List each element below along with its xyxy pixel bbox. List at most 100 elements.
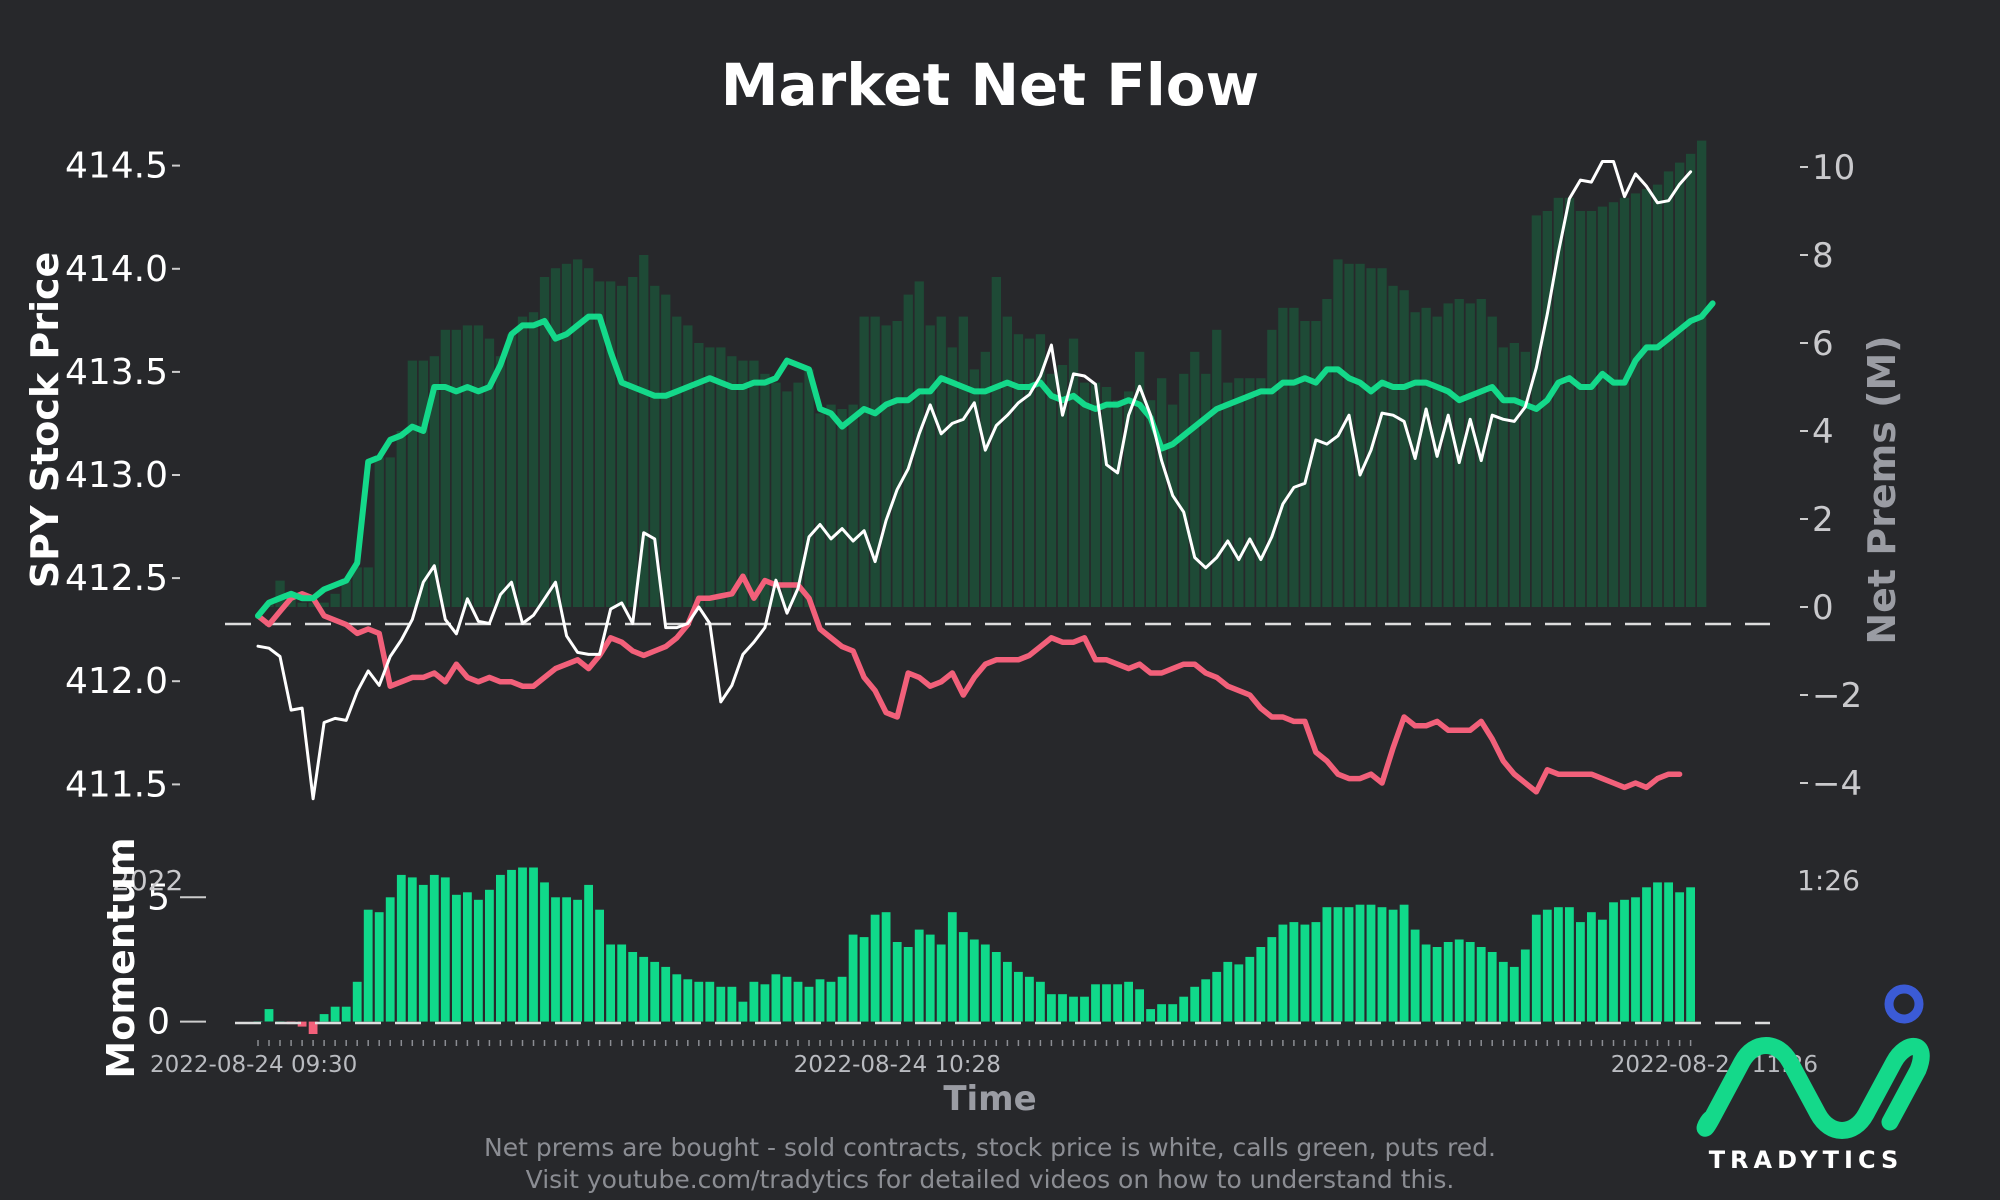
momentum-bar [374,912,384,1022]
net-prems-bar [517,316,528,607]
net-prems-bar [1487,316,1497,607]
net-prems-bar [672,316,682,607]
momentum-bar [1091,984,1100,1022]
net-prems-bar [429,356,439,607]
net-prems-bar [771,382,781,607]
chart-title: Market Net Flow [721,51,1259,119]
net-prems-bar [1586,211,1597,607]
momentum-bar [914,929,924,1022]
momentum-bar [639,956,649,1022]
net-prems-bar [1267,329,1277,607]
momentum-bar [1014,971,1023,1022]
x-minor-ticks [257,1040,1692,1046]
momentum-bar [1179,996,1189,1022]
net-prems-bar [1366,268,1376,607]
net-prems-bar [595,281,605,607]
momentum-bar [1377,907,1387,1022]
momentum-bar [496,874,505,1022]
net-prems-tick-label: 4 [1812,412,1834,452]
momentum-bar [308,1021,318,1034]
momentum-bar [463,892,472,1022]
net-prems-bar [826,404,836,607]
net-prems-bar [1465,303,1475,607]
momentum-bar [1190,986,1200,1022]
net-prems-bar [1002,316,1012,607]
momentum-bar [1135,989,1144,1022]
net-prems-bar [1388,285,1398,607]
momentum-bar [1498,961,1508,1022]
momentum-bar [1587,912,1596,1022]
net-prems-tick-label: 10 [1812,148,1855,188]
momentum-bar [1234,964,1244,1022]
net-prems-tick-label: −2 [1812,676,1862,716]
momentum-bar [661,966,671,1022]
net-prems-bar [793,382,803,607]
momentum-bar [1344,907,1354,1022]
net-prems-bar [694,343,704,607]
net-prems-bar [1311,321,1321,607]
momentum-bar [363,909,373,1022]
momentum-bar [628,952,638,1022]
momentum-bar [859,937,869,1022]
net-prems-bar [319,602,329,607]
net-prems-tick-label: 0 [1812,588,1834,628]
momentum-bar [396,874,406,1022]
momentum-bar [672,974,682,1022]
net-prems-bar [617,285,627,607]
momentum-bar [1355,904,1365,1022]
net-prems-bar [1068,338,1079,607]
momentum-bar [1531,914,1541,1022]
momentum-bar [1278,924,1288,1022]
momentum-bar [870,914,880,1022]
net-prems-axis-title: Net Prems (M) [1860,335,1904,644]
net-prems-bar [936,316,946,607]
momentum-bar [1322,907,1332,1022]
net-prems-bar [661,294,671,607]
momentum-bar [1157,1004,1166,1022]
net-prems-bar [1344,263,1354,607]
net-prems-bar [804,369,814,607]
net-prems-bar [1201,373,1211,607]
momentum-bar [429,874,439,1022]
momentum-bar [1058,994,1067,1022]
net-prems-bar [1630,193,1641,607]
net-prems-bar [903,294,913,607]
momentum-axis-ticks: 05 [147,877,206,1043]
momentum-bar [815,979,825,1022]
momentum-bar [727,986,737,1022]
momentum-bar [1410,929,1420,1022]
net-prems-bar [859,316,869,607]
net-prems-bar [881,325,891,607]
net-prems-bar [506,334,517,607]
momentum-bar [1102,984,1111,1022]
net-prems-bar [561,263,572,607]
momentum-bar [341,1006,351,1022]
momentum-bar [837,976,847,1022]
net-prems-bar [947,347,957,607]
momentum-axis-title: Momentum [99,837,143,1078]
momentum-bar [1421,944,1431,1022]
net-prems-bar [1057,365,1068,607]
momentum-bar [1245,956,1255,1022]
momentum-bar [1256,947,1266,1022]
net-prems-bar [550,268,561,607]
momentum-bar [1212,971,1222,1022]
brand-name: TRADYTICS [1709,1146,1904,1174]
momentum-bar [1201,979,1211,1022]
net-prems-bar [1575,211,1586,607]
net-prems-bar [396,431,406,607]
momentum-bar [1388,909,1398,1022]
momentum-bar [1069,996,1078,1022]
momentum-bar [474,899,483,1022]
momentum-bar [1542,909,1552,1022]
momentum-bar [1113,984,1122,1022]
net-prems-bar [573,259,583,607]
price-tick-label: 414.5 [65,146,168,187]
net-prems-bar [727,356,737,607]
price-axis-title: SPY Stock Price [23,252,67,589]
net-prems-bar [297,602,307,607]
net-prems-axis-ticks: −4 −2 0 2 4 6 8 10 [1800,148,1862,804]
momentum-bars [253,867,1695,1034]
x-tick-label: 2022-08-24 09:30 [150,1052,357,1078]
net-prems-bar [1520,351,1530,607]
